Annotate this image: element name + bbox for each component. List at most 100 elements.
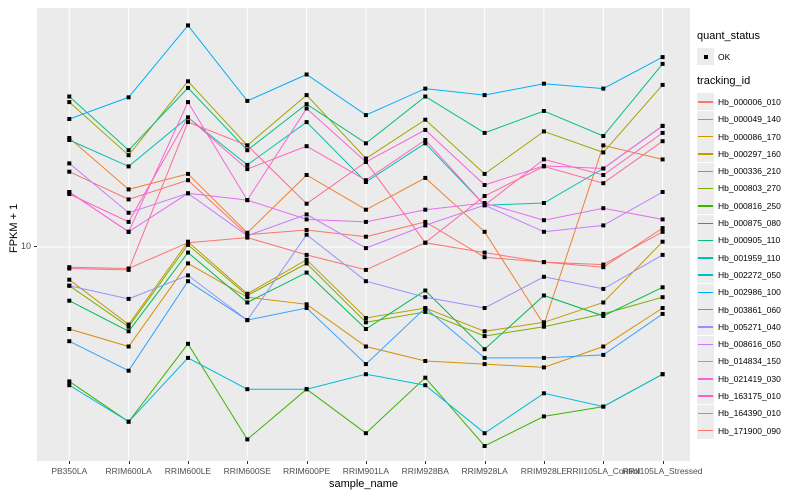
data-point [482,250,487,255]
data-point [304,306,309,310]
data-point [541,324,546,329]
data-point [363,372,368,377]
data-point [186,341,190,346]
line-swatch-icon [697,214,714,232]
data-point [67,138,72,142]
data-point [541,274,546,279]
data-point [541,414,546,419]
data-point [541,229,546,234]
data-point [601,313,606,318]
data-point [67,379,72,384]
line-swatch-icon [697,162,714,180]
line-swatch-icon [697,197,714,215]
line-swatch-icon [697,145,714,163]
data-point [541,129,546,134]
line-swatch-icon [697,422,714,440]
data-point [423,141,428,146]
data-point [363,219,368,224]
x-tick-mark [603,461,605,464]
data-point [67,169,72,174]
line-swatch-icon [697,128,714,146]
x-tick-label-RRIM928LA: RRIM928LA [461,466,508,476]
legend-item-Hb_000803_270: Hb_000803_270 [697,179,800,197]
line-swatch-icon [697,335,714,353]
data-point [126,164,131,169]
data-point [126,266,131,271]
data-point [67,161,72,166]
data-point [67,265,72,270]
x-tick-mark [365,461,367,464]
data-point [601,143,606,148]
data-point [601,181,606,186]
data-point [601,300,606,305]
legend-item-Hb_014834_150: Hb_014834_150 [697,352,800,370]
legend-item-Hb_000297_160: Hb_000297_160 [697,145,800,163]
data-point [660,139,665,144]
data-point [186,79,190,84]
y-tick-label-10: 10 [20,241,31,251]
data-point [126,95,131,100]
x-tick-mark [662,461,664,464]
data-point [541,293,546,298]
data-point [245,162,250,167]
data-point [482,255,487,260]
data-point [601,344,606,349]
legend-item-Hb_002986_100: Hb_002986_100 [697,283,800,301]
data-point [186,242,190,247]
data-point [186,261,190,266]
data-point [245,318,250,323]
data-point [660,239,665,244]
legend-item-label: Hb_014834_150 [718,356,781,367]
data-point [541,81,546,86]
legend-item-label: Hb_000816_250 [718,200,781,211]
data-point [541,260,546,265]
x-tick-mark [425,461,427,464]
x-tick-mark [247,461,249,464]
legend-item-Hb_001959_110: Hb_001959_110 [697,249,800,267]
data-point [67,277,72,282]
legend-item-label: Hb_171900_090 [718,425,781,436]
legend-title-quant-status: quant_status [697,30,760,42]
legend-item-Hb_021419_030: Hb_021419_030 [697,370,800,388]
data-point [363,246,368,251]
data-point [482,306,487,310]
data-point [601,173,606,177]
data-point [126,419,131,424]
line-swatch-icon [697,404,714,422]
legend-item-Hb_000905_110: Hb_000905_110 [697,231,800,249]
data-point [423,138,428,142]
data-point [423,127,428,132]
data-point [601,286,606,291]
data-point [423,219,428,224]
data-point [126,368,131,373]
legend-item-Hb_000875_080: Hb_000875_080 [697,214,800,232]
data-point [423,383,428,388]
data-point [601,86,606,91]
legend-item-Hb_171900_090: Hb_171900_090 [697,422,800,440]
data-point [660,311,665,316]
data-point [601,262,606,267]
data-point [245,148,250,153]
data-point [423,207,428,212]
legend-item-label: Hb_003861_060 [718,304,781,315]
x-tick-mark [484,461,486,464]
data-point [304,228,309,232]
data-point [482,201,487,205]
legend-item-label: Hb_164390_010 [718,408,781,419]
data-point [423,288,428,293]
legend-item-label: Hb_005271_040 [718,321,781,332]
data-point [363,344,368,349]
data-point [304,232,309,237]
legend-item-label: Hb_000086_170 [718,131,781,142]
data-point [423,375,428,380]
data-point [186,178,190,183]
data-point [363,267,368,272]
data-point [245,167,250,172]
data-point [482,183,487,187]
data-point [186,100,190,105]
legend-item-Hb_000816_250: Hb_000816_250 [697,197,800,215]
x-tick-label-RRIM928LE: RRIM928LE [520,466,568,476]
data-point [245,293,250,298]
x-tick-label-RRII105LA_Stressed: RRII105LA_Stressed [622,466,703,476]
